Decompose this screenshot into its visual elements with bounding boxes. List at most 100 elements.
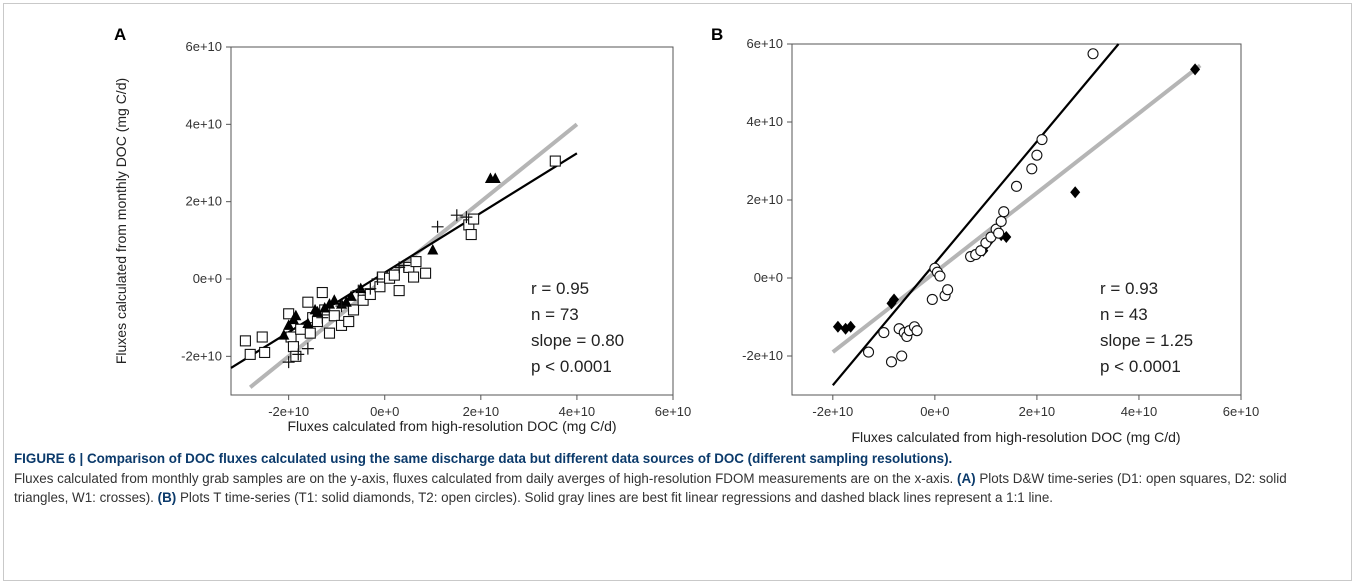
x-tick-label: 4e+10 bbox=[1121, 404, 1158, 419]
data-point-open-square bbox=[304, 327, 316, 339]
data-point-solid-diamond bbox=[889, 293, 900, 306]
data-point-cross bbox=[460, 211, 473, 224]
y-tick-label: 6e+10 bbox=[746, 36, 783, 51]
y-tick-label: 0e+0 bbox=[754, 270, 783, 285]
figure-caption: FIGURE 6 | Comparison of DOC fluxes calc… bbox=[14, 449, 1342, 508]
data-point-open-circle bbox=[975, 245, 987, 257]
y-tick-label: 2e+10 bbox=[185, 194, 222, 209]
x-tick-label: 6e+10 bbox=[655, 404, 692, 419]
data-point-solid-diamond bbox=[845, 320, 856, 333]
panel-b-points bbox=[832, 48, 1201, 368]
caption-body: Fluxes calculated from monthly grab samp… bbox=[14, 469, 1342, 508]
data-point-cross bbox=[431, 220, 444, 233]
data-point-solid-diamond bbox=[832, 320, 843, 333]
caption-title-line: FIGURE 6 | Comparison of DOC fluxes calc… bbox=[14, 449, 1342, 469]
x-tick-label: 4e+10 bbox=[559, 404, 596, 419]
panel-a-x-label: Fluxes calculated from high-resolution D… bbox=[287, 418, 616, 434]
data-point-solid-triangle bbox=[427, 244, 439, 255]
panel-a-stat-n: n = 73 bbox=[531, 305, 579, 324]
y-tick-label: 4e+10 bbox=[746, 114, 783, 129]
data-point-solid-diamond bbox=[1190, 63, 1201, 76]
data-point-open-circle bbox=[1087, 48, 1099, 60]
data-point-solid-triangle bbox=[290, 309, 302, 321]
data-point-open-circle bbox=[885, 356, 898, 368]
data-point-cross bbox=[335, 300, 348, 313]
data-point-solid-triangle bbox=[328, 294, 340, 305]
data-point-open-square bbox=[302, 296, 314, 308]
x-tick-label: 0e+0 bbox=[370, 404, 399, 419]
panel-a-y-ticks: -2e+10 0e+0 2e+10 4e+10 6e+10 bbox=[181, 39, 231, 363]
data-point-open-square bbox=[347, 304, 360, 316]
data-point-cross bbox=[316, 311, 329, 324]
data-point-open-square bbox=[408, 271, 420, 283]
x-tick-label: 0e+0 bbox=[920, 404, 949, 419]
data-point-open-circle bbox=[1026, 163, 1038, 175]
panel-b-stat-r: r = 0.93 bbox=[1100, 279, 1158, 298]
caption-ref-a: (A) bbox=[956, 470, 976, 486]
data-point-cross bbox=[397, 259, 410, 272]
panel-a-stats: r = 0.95 n = 73 slope = 0.80 p < 0.0001 bbox=[531, 279, 624, 376]
data-point-open-square bbox=[239, 335, 251, 347]
panel-b-stat-n: n = 43 bbox=[1100, 305, 1148, 324]
data-point-open-square bbox=[259, 346, 271, 359]
data-point-cross bbox=[371, 273, 384, 285]
data-point-open-circle bbox=[942, 284, 954, 296]
data-point-open-square bbox=[323, 327, 336, 339]
data-point-open-circle bbox=[911, 325, 923, 337]
data-point-open-square bbox=[244, 348, 256, 360]
x-tick-label: -2e+10 bbox=[812, 404, 853, 419]
data-point-open-square bbox=[256, 331, 268, 343]
panel-a-letter: A bbox=[114, 25, 126, 44]
data-point-open-square bbox=[410, 256, 422, 268]
panel-b-plot-area bbox=[791, 43, 1242, 396]
x-tick-label: 6e+10 bbox=[1223, 404, 1260, 419]
data-point-open-square bbox=[290, 350, 302, 362]
panel-a: A -2e+10 0e+0 2e+10 4e+10 6e+10 -2e+10 0e+0 2e… bbox=[113, 25, 691, 434]
panel-a-y-label: Fluxes calculated from monthly DOC (mg C… bbox=[113, 78, 129, 364]
figure-frame bbox=[3, 3, 1352, 581]
data-point-solid-triangle bbox=[278, 329, 290, 340]
data-point-open-circle bbox=[1036, 134, 1048, 146]
data-point-solid-triangle bbox=[319, 302, 331, 313]
panel-b-letter: B bbox=[711, 25, 723, 44]
panel-a-stat-p: p < 0.0001 bbox=[531, 357, 612, 376]
data-point-open-circle bbox=[878, 327, 890, 339]
caption-line-2: Plots D&W time-series (D1: open squares,… bbox=[14, 470, 1287, 506]
data-point-solid-diamond bbox=[1070, 186, 1081, 199]
data-point-open-circle bbox=[1031, 149, 1043, 161]
data-point-open-square bbox=[343, 315, 355, 328]
data-point-cross bbox=[352, 284, 365, 297]
y-tick-label: -2e+10 bbox=[181, 348, 222, 363]
caption-line-1: Fluxes calculated from monthly grab samp… bbox=[14, 470, 954, 486]
data-point-open-circle bbox=[934, 270, 946, 282]
caption-line-3: Plots T time-series (T1: solid diamonds,… bbox=[179, 490, 1054, 505]
panel-b-x-label: Fluxes calculated from high-resolution D… bbox=[851, 429, 1180, 445]
y-tick-label: 4e+10 bbox=[185, 116, 222, 131]
data-point-open-square bbox=[374, 281, 386, 293]
panel-b-stat-slope: slope = 1.25 bbox=[1100, 331, 1193, 350]
caption-title: FIGURE 6 | Comparison of DOC fluxes calc… bbox=[14, 451, 953, 466]
data-point-cross bbox=[282, 356, 295, 369]
data-point-open-square bbox=[393, 285, 405, 297]
y-tick-label: -2e+10 bbox=[742, 348, 783, 363]
data-point-open-square bbox=[316, 286, 328, 299]
data-point-cross bbox=[292, 348, 305, 361]
data-point-open-square bbox=[468, 213, 480, 225]
data-point-solid-triangle bbox=[340, 296, 352, 307]
data-point-cross bbox=[393, 261, 406, 274]
data-point-solid-triangle bbox=[489, 172, 501, 183]
panel-a-stat-r: r = 0.95 bbox=[531, 279, 589, 298]
panel-a-x-ticks: -2e+10 0e+0 2e+10 4e+10 6e+10 bbox=[268, 395, 691, 419]
panel-a-stat-slope: slope = 0.80 bbox=[531, 331, 624, 350]
panel-b: B -2e+10 0e+0 2e+10 4e+10 6e+10 -2e+10 0e+0 2e… bbox=[711, 25, 1259, 445]
data-point-cross bbox=[450, 209, 463, 222]
data-point-solid-triangle bbox=[302, 317, 314, 328]
x-tick-label: -2e+10 bbox=[268, 404, 309, 419]
data-point-open-square bbox=[328, 310, 340, 322]
data-point-solid-triangle bbox=[283, 319, 295, 330]
panel-b-fit-line bbox=[831, 43, 1120, 386]
panel-b-stats: r = 0.93 n = 43 slope = 1.25 p < 0.0001 bbox=[1100, 279, 1193, 376]
data-point-open-square bbox=[420, 267, 432, 279]
data-point-open-square bbox=[388, 269, 400, 281]
data-point-open-circle bbox=[926, 293, 938, 306]
